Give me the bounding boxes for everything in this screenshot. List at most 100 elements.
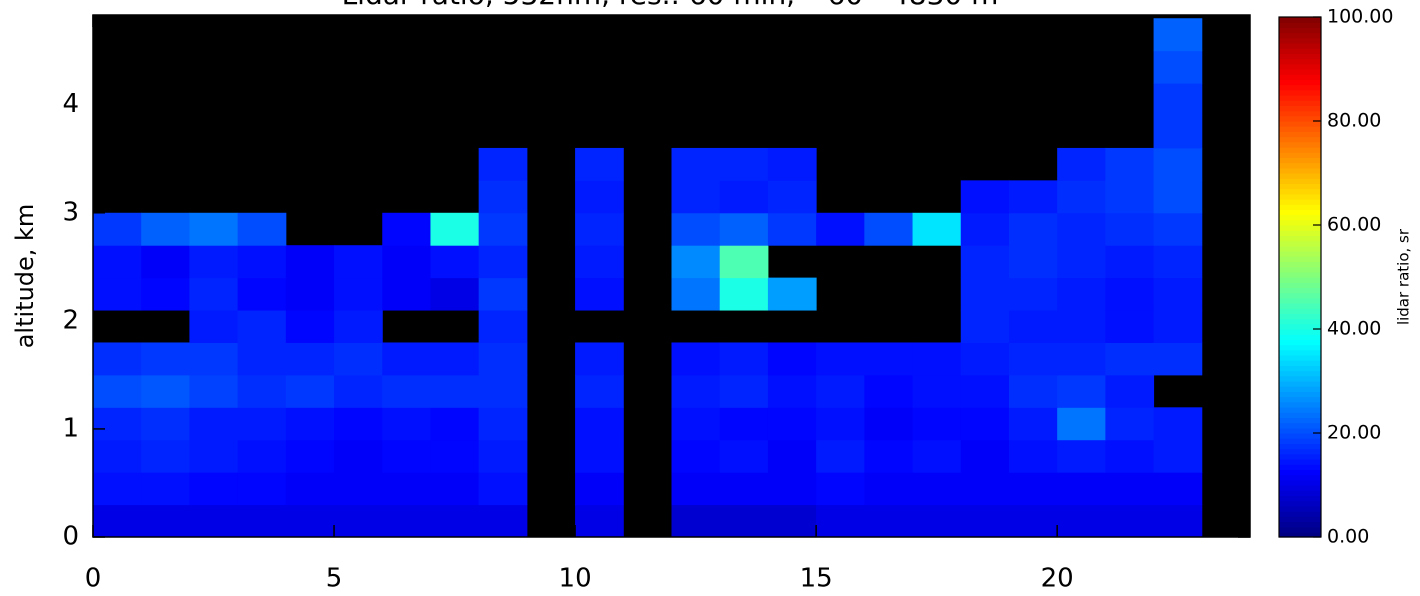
heat-cell <box>93 439 142 473</box>
heat-cell <box>93 407 142 441</box>
heat-cell <box>719 147 769 181</box>
colorbar-frame <box>1278 16 1322 538</box>
colorbar-swatch <box>1279 303 1321 309</box>
heat-cell <box>1153 245 1203 279</box>
colorbar-swatch <box>1279 381 1321 387</box>
x-tick-label: 5 <box>326 564 343 594</box>
colorbar-swatch <box>1279 27 1321 34</box>
heat-cell <box>671 277 721 311</box>
heat-cell <box>1153 504 1203 538</box>
colorbar-swatch <box>1279 32 1321 39</box>
colorbar-swatch <box>1279 58 1321 65</box>
x-tick-label: 15 <box>800 564 833 594</box>
heat-cell <box>767 439 817 473</box>
heat-cell <box>767 147 817 181</box>
colorbar-swatch <box>1279 386 1321 392</box>
heat-cell <box>671 147 721 181</box>
heat-cell <box>575 439 624 473</box>
colorbar-swatch <box>1279 204 1321 210</box>
heat-cell <box>912 212 962 246</box>
colorbar-swatch <box>1279 469 1321 476</box>
colorbar-swatch <box>1279 391 1321 398</box>
heat-cell <box>671 504 721 538</box>
colorbar-swatch <box>1279 407 1321 413</box>
heat-cell <box>1153 439 1203 473</box>
heat-cell <box>575 407 624 441</box>
heat-cell <box>671 407 721 441</box>
heat-cell <box>334 439 383 473</box>
heat-cell <box>1153 310 1203 343</box>
heat-cell <box>575 342 624 376</box>
heat-cell <box>334 472 383 506</box>
heat-cell <box>237 212 287 246</box>
colorbar-swatch <box>1279 37 1321 44</box>
heat-cell <box>334 342 383 376</box>
colorbar-swatch <box>1279 48 1321 54</box>
chart-title: Lidar ratio, 532nm, res.: 60 min, ~60 - … <box>342 0 999 11</box>
colorbar-swatch <box>1279 63 1321 70</box>
colorbar-swatch <box>1279 344 1321 351</box>
heat-cell <box>189 277 239 311</box>
heat-cell <box>1153 83 1203 117</box>
heat-cell <box>189 472 239 506</box>
heat-cell <box>237 277 287 311</box>
heat-cell <box>1105 407 1155 441</box>
heat-cell <box>382 407 431 441</box>
colorbar-swatch <box>1279 412 1321 418</box>
heat-cell <box>1105 212 1155 246</box>
colorbar-swatch <box>1279 69 1321 75</box>
heat-cell <box>912 374 962 408</box>
colorbar-swatch <box>1279 79 1321 86</box>
colorbar-swatch <box>1279 214 1321 221</box>
heat-cell <box>189 407 239 441</box>
heat-cell <box>285 374 335 408</box>
heat-cell <box>430 407 480 441</box>
heat-cell <box>1153 50 1203 84</box>
colorbar-swatch <box>1279 266 1321 273</box>
heat-cell <box>93 212 142 246</box>
heat-cell <box>141 212 190 246</box>
heat-cell <box>767 342 817 376</box>
heat-cell <box>237 342 287 376</box>
heat-cell <box>237 472 287 506</box>
heat-cell <box>334 277 383 311</box>
heat-cell <box>141 472 190 506</box>
heat-cell <box>767 472 817 506</box>
heat-cell <box>1153 147 1203 181</box>
colorbar-swatch <box>1279 22 1321 28</box>
heat-cell <box>719 277 769 311</box>
heat-cell <box>478 407 528 441</box>
heat-cell <box>1008 472 1058 506</box>
heat-cell <box>1057 407 1106 441</box>
colorbar-swatch <box>1279 516 1321 522</box>
heat-cell <box>816 212 865 246</box>
heat-cell <box>93 342 142 376</box>
heat-cell <box>575 504 624 538</box>
colorbar-swatch <box>1279 110 1321 117</box>
colorbar-swatch <box>1279 131 1321 138</box>
heat-cell <box>864 212 914 246</box>
heat-cell <box>430 504 480 538</box>
colorbar-swatch <box>1279 193 1321 200</box>
colorbar-swatch <box>1279 230 1321 236</box>
heat-cell <box>189 342 239 376</box>
heat-cell <box>1057 212 1106 246</box>
colorbar-swatch <box>1279 453 1321 460</box>
heat-cell <box>816 407 865 441</box>
heat-cell <box>671 212 721 246</box>
colorbar-swatch <box>1279 422 1321 429</box>
colorbar-swatch <box>1279 115 1321 122</box>
heat-cell <box>671 342 721 376</box>
heat-cell <box>189 374 239 408</box>
colorbar-swatch <box>1279 126 1321 132</box>
heat-cell <box>575 277 624 311</box>
x-tick-label: 10 <box>559 564 592 594</box>
colorbar-swatch <box>1279 438 1321 444</box>
heat-cell <box>816 374 865 408</box>
heat-cell <box>141 407 190 441</box>
colorbar-swatch <box>1279 479 1321 486</box>
heat-cell <box>960 374 1010 408</box>
heat-cell <box>1008 342 1058 376</box>
heat-cell <box>141 277 190 311</box>
